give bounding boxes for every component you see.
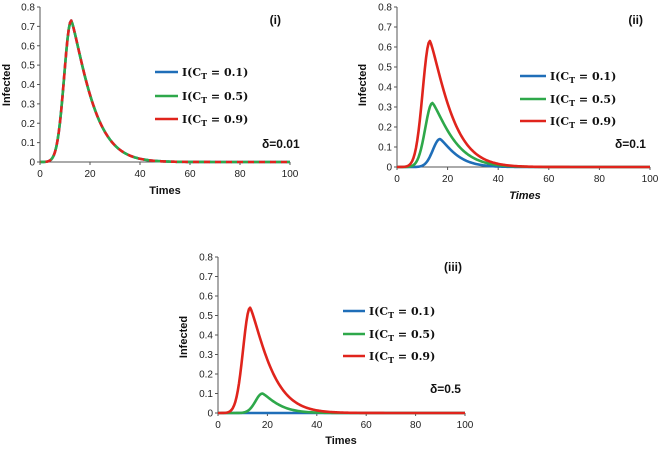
x-tick-label: 80 (234, 169, 246, 180)
y-tick-label: 0.7 (21, 22, 35, 33)
x-tick-label: 40 (311, 420, 323, 431)
x-tick-label: 20 (84, 169, 96, 180)
y-tick-label: 0.8 (378, 3, 392, 14)
x-axis-title: Times (149, 185, 181, 197)
x-tick-label: 40 (493, 174, 505, 185)
y-tick-label: 0.1 (21, 138, 35, 149)
y-tick-label: 0.3 (378, 103, 392, 114)
y-axis-title: Infected (357, 64, 369, 106)
legend-label: I(CT = 0.1) (182, 66, 248, 81)
x-tick-label: 80 (410, 420, 422, 431)
panel-iii: 0 0.1 0.2 0.3 0.4 0.5 0.6 0.7 0.8 0 20 40 60 80 100 Tim… (178, 253, 474, 448)
x-tick-label: 40 (134, 169, 146, 180)
y-tick-label: 0.5 (378, 63, 392, 74)
y-tick-label: 0.1 (378, 143, 392, 154)
y-tick-label: 0.7 (199, 272, 213, 283)
y-tick-label: 0.5 (21, 61, 35, 72)
x-tick-label: 100 (457, 420, 474, 431)
series-line-3 (39, 19, 291, 164)
y-tick-label: 0 (207, 409, 213, 420)
y-tick-label: 0.4 (21, 80, 35, 91)
legend-label: I(CT = 0.1) (550, 70, 616, 85)
y-tick-label: 0.8 (199, 253, 213, 264)
x-tick-label: 60 (361, 420, 373, 431)
x-tick-label: 60 (543, 174, 555, 185)
panel-label: (i) (270, 13, 281, 27)
y-axis-title: Infected (1, 64, 13, 106)
y-tick-label: 0.3 (199, 350, 213, 361)
y-tick-label: 0.5 (199, 311, 213, 322)
legend-label: I(CT = 0.5) (369, 328, 435, 343)
legend-label: I(CT = 0.5) (550, 93, 616, 108)
y-axis-title: Infected (178, 316, 190, 358)
panel-i: 0 0.1 0.2 0.3 0.4 0.5 0.6 0.7 0.8 0 20 40 60 80 100 Tim… (1, 3, 300, 198)
y-tick-label: 0.6 (21, 41, 35, 52)
x-tick-label: 100 (642, 174, 659, 185)
y-tick-label: 0.2 (199, 370, 213, 381)
panel-ii: 0 0.1 0.2 0.3 0.4 0.5 0.6 0.7 0.8 0 20 40 60 80 100 Tim… (357, 3, 659, 203)
legend-label: I(CT = 0.9) (182, 113, 248, 128)
y-tick-label: 0 (386, 163, 392, 174)
y-tick-label: 0.8 (21, 3, 35, 14)
x-tick-label: 20 (262, 420, 274, 431)
x-tick-label: 0 (37, 169, 43, 180)
legend-label: I(CT = 0.5) (182, 90, 248, 105)
y-tick-label: 0.4 (199, 331, 213, 342)
delta-annotation: δ=0.5 (430, 382, 461, 396)
x-axis-title: Times (325, 435, 357, 447)
y-tick-label: 0.6 (199, 292, 213, 303)
y-tick-label: 0.4 (378, 83, 392, 94)
legend-label: I(CT = 0.9) (369, 350, 435, 365)
series-line-1 (396, 137, 651, 169)
series-line-3 (217, 306, 466, 415)
legend-label: I(CT = 0.1) (369, 305, 435, 320)
x-tick-label: 20 (442, 174, 454, 185)
y-tick-label: 0 (29, 158, 35, 169)
series-line-3 (396, 39, 651, 169)
y-tick-label: 0.6 (378, 43, 392, 54)
panel-label: (iii) (444, 260, 462, 274)
x-tick-label: 60 (184, 169, 196, 180)
y-tick-label: 0.1 (199, 389, 213, 400)
series-line-2 (217, 392, 466, 415)
x-tick-label: 0 (394, 174, 400, 185)
x-tick-label: 100 (282, 169, 299, 180)
series-line-2 (396, 101, 651, 169)
delta-annotation: δ=0.01 (262, 137, 300, 151)
x-tick-label: 0 (215, 420, 221, 431)
panel-label: (ii) (628, 13, 643, 27)
legend-label: I(CT = 0.9) (550, 115, 616, 130)
delta-annotation: δ=0.1 (615, 137, 646, 151)
y-tick-label: 0.3 (21, 99, 35, 110)
x-axis-title: Times (509, 190, 541, 202)
x-tick-label: 80 (594, 174, 606, 185)
y-tick-label: 0.2 (21, 119, 35, 130)
y-tick-label: 0.7 (378, 23, 392, 34)
y-tick-label: 0.2 (378, 123, 392, 134)
